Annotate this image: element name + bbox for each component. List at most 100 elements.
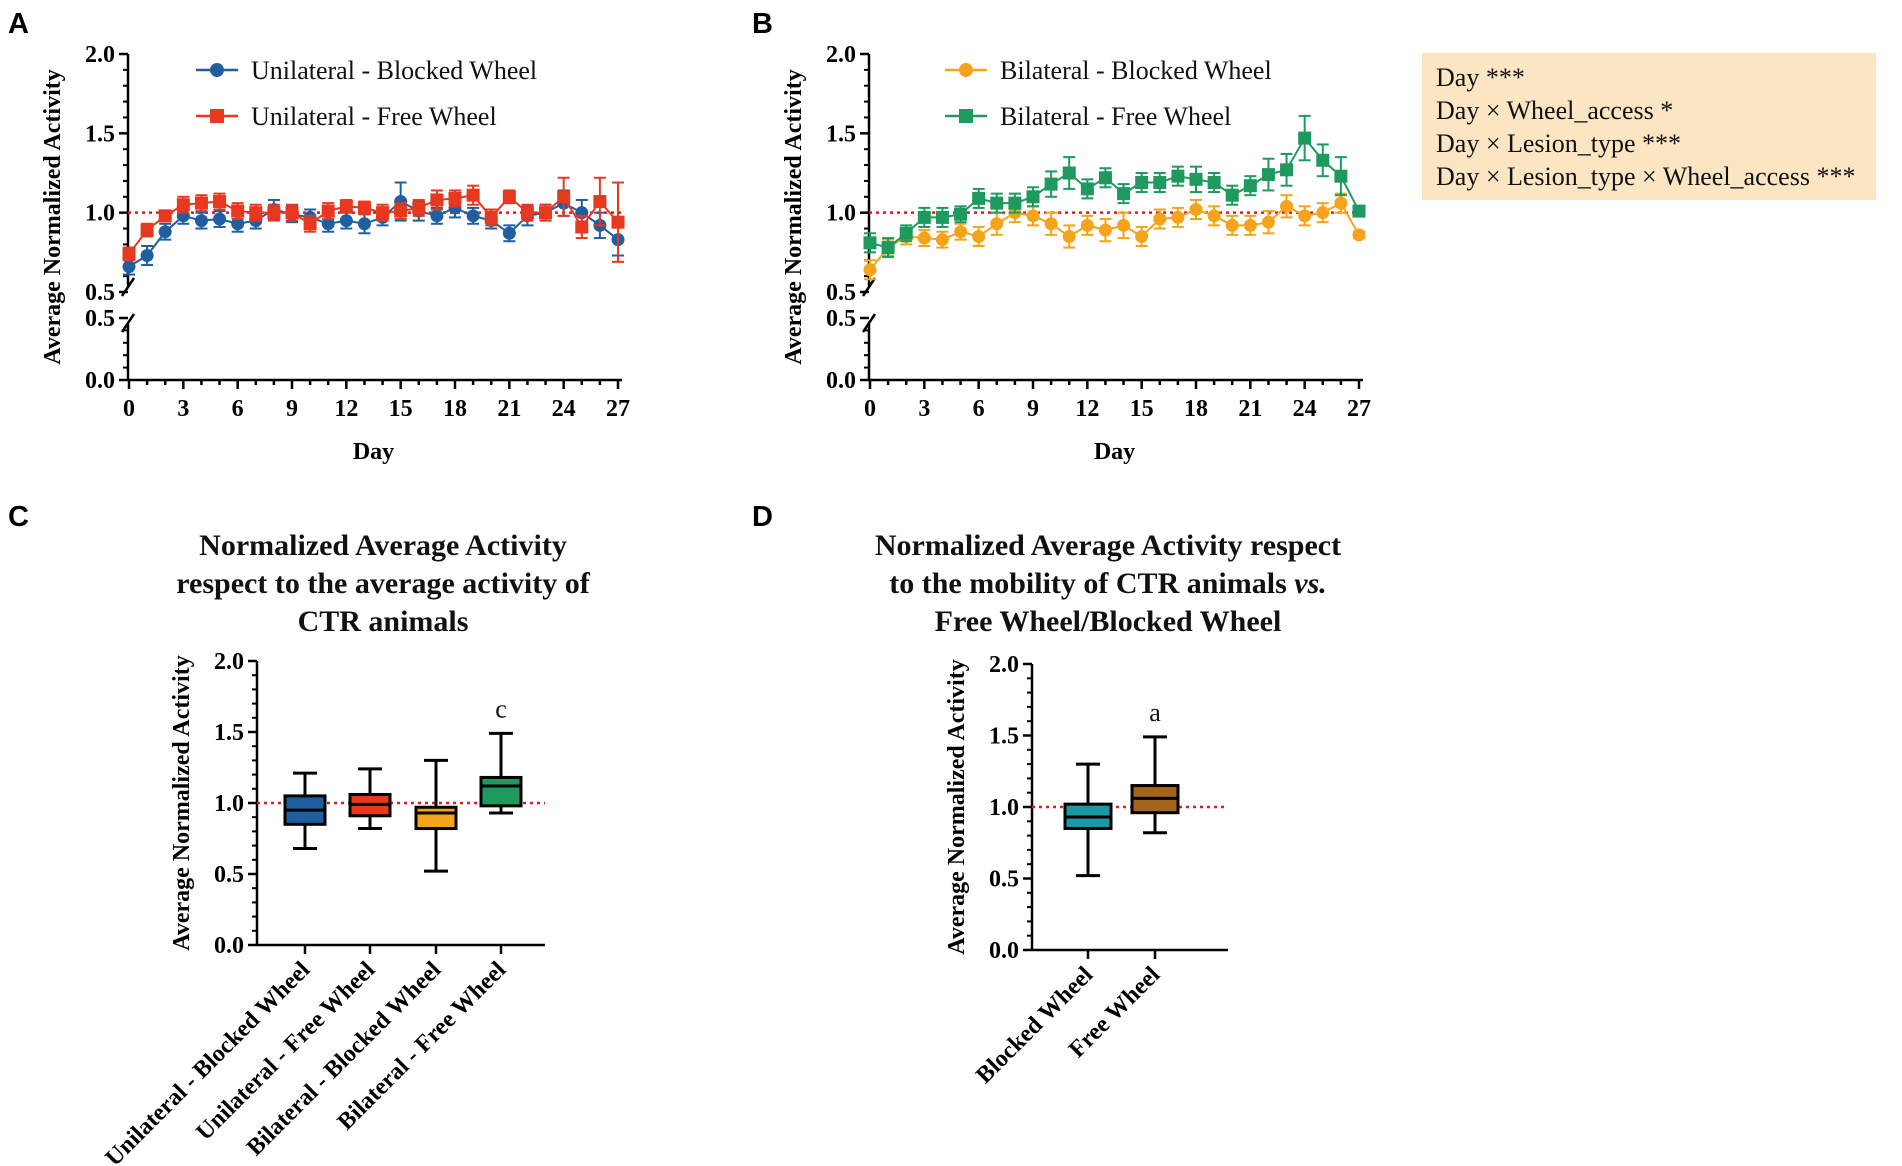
x-tick-label: 27 [606,396,630,422]
series-line [128,194,619,255]
y-tick-label: 1.5 [989,724,1019,750]
data-point [990,196,1004,210]
data-point [1135,176,1149,190]
data-point [863,263,877,277]
data-point [122,247,136,261]
panel-letter: A [8,8,29,40]
box-blocked-wheel [1063,762,1113,878]
data-point [935,233,949,247]
x-tick-label: 6 [232,396,244,422]
series-bilateral-blocked-wheel [863,192,1366,281]
y-tick-label: 1.0 [989,795,1019,821]
y-tick-label: 0.5 [85,306,115,332]
series-line [128,200,619,268]
series-bilateral-free-wheel [863,114,1366,259]
x-tick-label: 12 [334,396,358,422]
data-point [917,231,931,245]
data-point [213,212,227,226]
y-tick-label: 0.0 [214,933,244,959]
chart-title-line: CTR animals [298,605,469,638]
data-point [1280,163,1294,177]
data-point [1026,190,1040,204]
data-point [539,206,553,220]
stats-line: Day *** [1436,63,1525,92]
x-tick-label: 15 [1130,396,1154,422]
chart-title-line: Normalized Average Activity [199,529,567,562]
legend-label: Bilateral - Free Wheel [1000,102,1231,131]
x-tick-label: 27 [1347,396,1371,422]
x-tick-label: 3 [177,396,189,422]
data-point [1171,210,1185,224]
legend-label: Bilateral - Blocked Wheel [1000,56,1272,85]
x-tick-label: 12 [1075,396,1099,422]
data-point [140,223,154,237]
data-point [899,226,913,240]
data-point [1243,218,1257,232]
data-point [1153,176,1167,190]
data-point [881,241,895,255]
panel-d: D Normalized Average Activity respect to t… [752,501,1341,1089]
data-point [231,217,245,231]
legend-label: Unilateral - Blocked Wheel [251,56,537,85]
data-point [1225,218,1239,232]
data-point [1062,166,1076,180]
x-axis-label: Day [353,439,394,465]
significance-label: a [1149,698,1161,727]
series-line [869,201,1360,271]
series-line [869,136,1360,249]
x-tick-label: 9 [286,396,298,422]
y-tick-label: 2.0 [826,42,856,68]
axis-break-mark [120,313,136,333]
data-point [1316,153,1330,167]
legend-marker [210,63,224,77]
data-point [954,207,968,221]
data-point [1189,172,1203,186]
data-point [158,225,172,239]
y-tick-label: 1.0 [85,201,115,227]
data-point [1189,202,1203,216]
x-tick-label: 9 [1027,396,1039,422]
data-point [1117,187,1131,201]
data-point [285,206,299,220]
y-axis-label: Average Normalized Activity [40,69,66,364]
data-point [1243,179,1257,193]
data-point [863,236,877,250]
data-point [448,191,462,205]
y-axis-label: Average Normalized Activity [169,655,195,950]
data-point [1298,209,1312,223]
box-iqr [479,775,523,808]
y-tick-label: 0.0 [989,938,1019,964]
x-tick-label: 18 [443,396,467,422]
data-point [466,209,480,223]
data-point [954,225,968,239]
data-point [140,249,154,263]
stats-line: Day × Lesion_type *** [1436,129,1682,158]
box-iqr [414,805,458,831]
x-tick-label: 24 [552,396,576,422]
y-tick-label: 0.5 [826,306,856,332]
data-point [1261,168,1275,182]
y-tick-label: 0.5 [989,867,1019,893]
box-free-wheel [1130,735,1180,835]
data-point [339,214,353,228]
data-point [575,220,589,234]
data-point [1062,229,1076,243]
chart-title-line: to the mobility of CTR animals vs. [889,567,1327,600]
x-tick-label: 21 [497,396,521,422]
data-point [520,206,534,220]
axis-break-mark [861,313,877,333]
data-point [357,201,371,215]
x-tick-label: 21 [1238,396,1262,422]
y-tick-label: 0.0 [826,368,856,394]
data-point [917,210,931,224]
x-tick-label: 6 [973,396,985,422]
data-point [1334,169,1348,183]
data-point [1225,188,1239,202]
y-tick-label: 0.5 [85,280,115,306]
statistics-box: Day *** Day × Wheel_access * Day × Lesio… [1422,53,1876,200]
data-point [1098,223,1112,237]
box-bilateral-blocked-wheel [414,758,458,873]
panel-b: B 0.5 1.0 1.5 2.0 0.0 0.5 0 3 6 9 12 15 18 21 24 27 Day Av… [752,8,1371,465]
data-point [1352,228,1366,242]
